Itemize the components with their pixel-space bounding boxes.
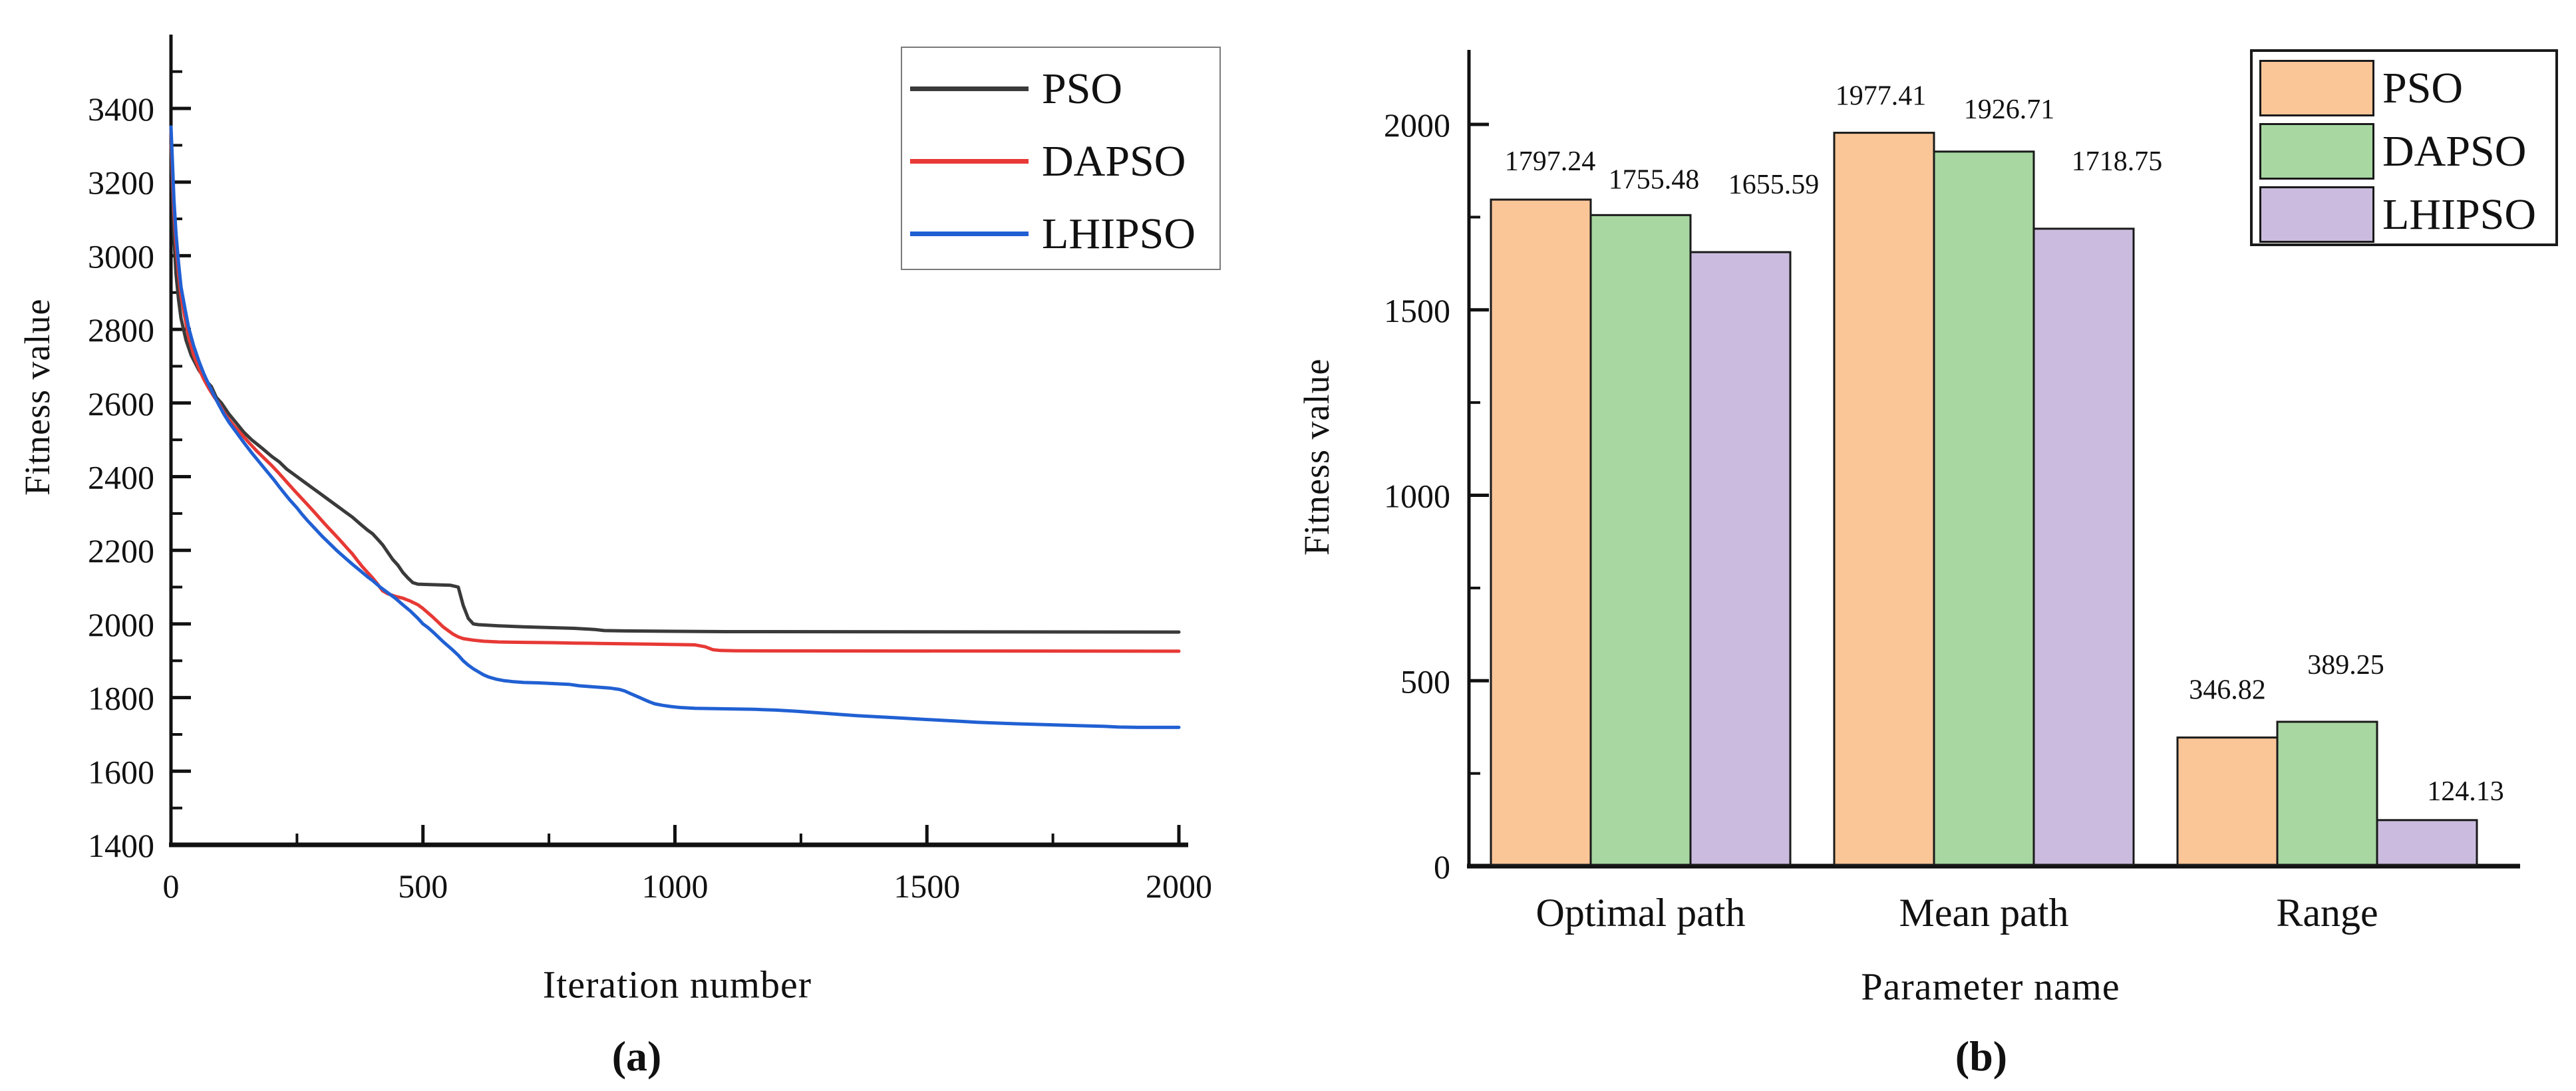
panel-a-x-tick-label: 500 xyxy=(398,867,448,905)
panel-b-y-tick-label: 1000 xyxy=(1384,478,1450,515)
panel-a-legend: PSO DAPSO LHIPSO xyxy=(901,47,1221,270)
legend-a-row-lhipso: LHIPSO xyxy=(910,198,1219,270)
panel-a-x-axis-title: Iteration number xyxy=(542,963,812,1007)
bar-value-label-lhipso-mean-path: 1718.75 xyxy=(2072,146,2163,177)
panel-a-y-tick-label: 3200 xyxy=(88,164,154,202)
panel-a-x-tick-label: 1000 xyxy=(642,867,709,905)
panel-b-y-tick-label: 500 xyxy=(1400,663,1450,700)
panel-a-y-tick-label: 3000 xyxy=(88,237,154,275)
bar-value-label-pso-optimal-path: 1797.24 xyxy=(1505,146,1596,177)
panel-b-x-axis-title: Parameter name xyxy=(1861,965,2120,1009)
panel-b-caption: (b) xyxy=(1955,1032,2008,1080)
bar-lhipso-range xyxy=(2376,819,2478,866)
panel-b-y-tick-label: 2000 xyxy=(1384,106,1450,144)
legend-b-row-lhipso: LHIPSO xyxy=(2259,186,2555,243)
bar-lhipso-optimal-path xyxy=(1689,251,1792,866)
bar-pso-mean-path xyxy=(1833,132,1935,866)
panel-a-y-tick-label: 1400 xyxy=(88,827,154,864)
panel-b-y-axis-title: Fitness value xyxy=(1297,358,1337,555)
panel-b-category-label: Range xyxy=(2276,891,2378,935)
bar-pso-range xyxy=(2176,736,2279,866)
panel-a-y-tick-label: 2800 xyxy=(88,311,154,349)
legend-a-row-pso: PSO xyxy=(910,53,1219,125)
bar-value-label-dapso-range: 389.25 xyxy=(2307,650,2384,681)
panel-a-x-tick-label: 0 xyxy=(163,867,180,905)
dapso-bar-swatch xyxy=(2259,123,2374,180)
panel-a-x-tick-label: 1500 xyxy=(893,867,960,905)
panel-a-y-axis-title: Fitness value xyxy=(17,298,57,496)
legend-a-label-lhipso: LHIPSO xyxy=(1042,209,1196,258)
panel-a-y-tick-label: 1800 xyxy=(88,680,154,717)
panel-a-y-tick-label: 2600 xyxy=(88,385,154,422)
bar-pso-optimal-path xyxy=(1490,198,1592,866)
bar-dapso-range xyxy=(2276,720,2378,866)
bar-value-label-lhipso-optimal-path: 1655.59 xyxy=(1728,170,1820,200)
bar-dapso-optimal-path xyxy=(1589,214,1692,866)
panel-b-y-tick-label: 1500 xyxy=(1384,292,1450,329)
bar-value-label-dapso-mean-path: 1926.71 xyxy=(1964,94,2055,125)
panel-a-y-tick-label: 2200 xyxy=(88,532,154,569)
legend-b-row-dapso: DAPSO xyxy=(2259,123,2555,180)
panel-a-y-tick-label: 1600 xyxy=(88,753,154,790)
panel-a-caption: (a) xyxy=(611,1032,662,1080)
bar-lhipso-mean-path xyxy=(2032,228,2135,866)
lhipso-line-swatch xyxy=(910,232,1029,236)
dapso-line-swatch xyxy=(910,159,1029,164)
panel-b-legend: PSO DAPSO LHIPSO xyxy=(2250,49,2558,246)
bar-dapso-mean-path xyxy=(1933,150,2035,866)
panel-a-y-tick-label: 3400 xyxy=(88,90,154,128)
legend-b-label-lhipso: LHIPSO xyxy=(2382,190,2537,239)
panel-a-y-tick-label: 2400 xyxy=(88,459,154,496)
bar-value-label-lhipso-range: 124.13 xyxy=(2427,776,2504,807)
bar-value-label-dapso-optimal-path: 1755.48 xyxy=(1609,164,1700,195)
panel-b-category-label: Mean path xyxy=(1899,891,2069,935)
pso-line-swatch xyxy=(910,86,1029,91)
panel-a-x-tick-label: 2000 xyxy=(1146,867,1212,905)
pso-bar-swatch xyxy=(2259,60,2374,116)
panel-b-category-label: Optimal path xyxy=(1536,891,1746,935)
legend-b-row-pso: PSO xyxy=(2259,60,2555,116)
bar-value-label-pso-range: 346.82 xyxy=(2189,675,2266,706)
legend-b-label-dapso: DAPSO xyxy=(2382,126,2527,176)
legend-a-label-pso: PSO xyxy=(1042,64,1123,113)
panel-b-y-tick-label: 0 xyxy=(1434,848,1450,885)
bar-value-label-pso-mean-path: 1977.41 xyxy=(1836,81,1927,112)
legend-a-row-dapso: DAPSO xyxy=(910,125,1219,198)
panel-a-y-tick-label: 2000 xyxy=(88,606,154,643)
panel-a-series-lhipso xyxy=(169,125,1181,729)
legend-b-label-pso: PSO xyxy=(2382,63,2464,112)
legend-a-label-dapso: DAPSO xyxy=(1042,136,1186,186)
lhipso-bar-swatch xyxy=(2259,186,2374,243)
